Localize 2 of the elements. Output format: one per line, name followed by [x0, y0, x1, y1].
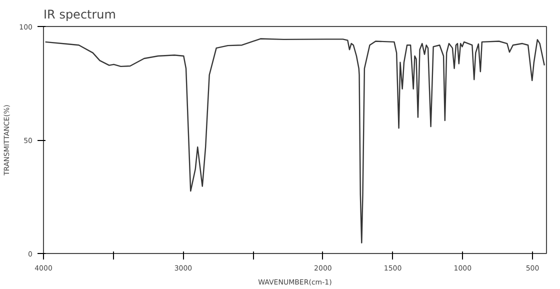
line-series	[44, 38, 546, 244]
chart-title: IR spectrum	[44, 8, 116, 22]
